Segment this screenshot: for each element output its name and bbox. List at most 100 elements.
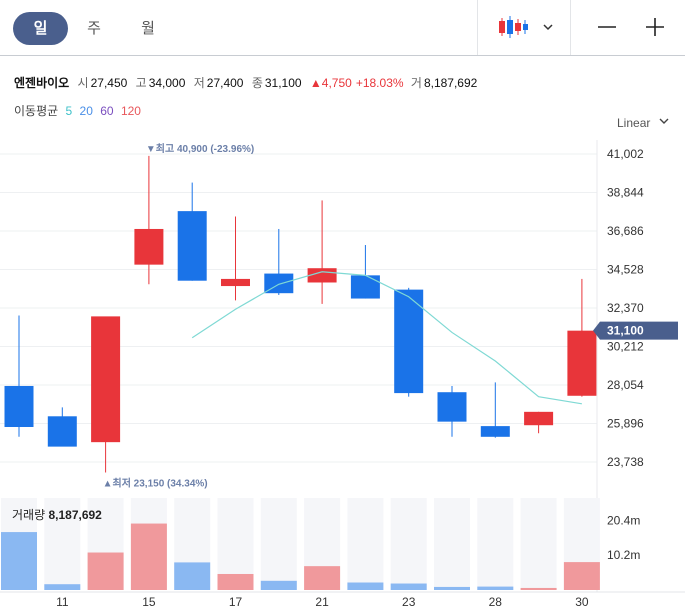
- chart-toolbar: 일 주 월: [0, 0, 685, 56]
- price-tick-label: 34,528: [607, 263, 644, 277]
- volume-title-label: 거래량: [12, 508, 46, 522]
- ma5-line: [191, 271, 582, 405]
- volume-axis: 20.4m 10.2m: [607, 513, 640, 562]
- open-label: 시: [77, 76, 89, 90]
- volume-slot: [434, 498, 470, 590]
- change-percent: +18.03%: [355, 76, 404, 90]
- candle-body: [480, 426, 510, 437]
- volume-bar: [304, 566, 341, 590]
- candle-body: [177, 211, 207, 281]
- chevron-down-icon: [659, 118, 669, 124]
- volume-bar: [44, 584, 81, 590]
- current-price-label: 31,100: [607, 324, 644, 338]
- annotations: 31,100 ▼최고 40,900 (-23.96%) ▲최저 23,150 (34…: [103, 142, 678, 489]
- ma-period-20: 20: [79, 104, 93, 118]
- candlestick-icon: [499, 16, 528, 38]
- price-tick-label: 30,212: [607, 340, 644, 354]
- scale-selector[interactable]: Linear: [617, 116, 670, 130]
- price-tick-label: 32,370: [607, 301, 644, 315]
- volume-slot: [477, 498, 514, 590]
- candle-body: [394, 289, 424, 394]
- candle-body: [567, 330, 597, 396]
- date-tick-label: 30: [575, 595, 589, 609]
- candle-body: [91, 316, 121, 443]
- candle-body: [221, 278, 250, 287]
- volume-value: 8,187,692: [423, 76, 478, 90]
- volume-bar: [434, 586, 470, 590]
- price-tick-label: 41,002: [607, 147, 644, 161]
- ma-label: 이동평균: [14, 104, 59, 118]
- close-label: 종: [251, 76, 263, 90]
- ma5-polyline: [191, 271, 582, 405]
- low-label: 저: [193, 76, 205, 90]
- volume-slot: [390, 498, 427, 590]
- volume-title-value: 8,187,692: [48, 508, 102, 522]
- volume-slot: [44, 498, 81, 590]
- toolbar-divider: [477, 0, 478, 55]
- volume-title: 거래량 8,187,692: [12, 506, 102, 523]
- zoom-out-button[interactable]: [586, 10, 626, 44]
- volume-bar: [520, 587, 557, 590]
- low-value: 27,400: [206, 76, 244, 90]
- close-value: 31,100: [264, 76, 302, 90]
- plus-icon: [646, 18, 664, 36]
- current-price-tag: [593, 321, 678, 340]
- tab-monthly[interactable]: 월: [141, 20, 155, 37]
- date-tick-label: 21: [315, 595, 329, 609]
- ma-period-5: 5: [65, 104, 73, 118]
- date-tick-label: 23: [402, 595, 416, 609]
- candle-body: [437, 392, 467, 422]
- volume-bar: [390, 583, 427, 590]
- high-value: 34,000: [148, 76, 186, 90]
- ma-period-60: 60: [100, 104, 114, 118]
- volume-bar: [563, 562, 600, 590]
- candle-body: [4, 385, 34, 427]
- volume-bar: [1, 532, 37, 590]
- volume-bar: [347, 582, 384, 590]
- price-tick-label: 36,686: [607, 224, 644, 238]
- candle-body: [524, 411, 554, 426]
- volume-bar: [260, 580, 297, 590]
- zoom-in-button[interactable]: [635, 10, 675, 44]
- volume-bars: [1, 523, 600, 590]
- date-tick-label: 15: [142, 595, 156, 609]
- volume-bar: [174, 562, 211, 590]
- price-tick-label: 23,738: [607, 455, 644, 469]
- volume-bar: [217, 573, 254, 590]
- volume-slot: [260, 498, 297, 590]
- volume-slot: [520, 498, 557, 590]
- tab-weekly[interactable]: 주: [87, 20, 101, 37]
- candle-body: [350, 275, 380, 299]
- volume-label: 거: [410, 76, 422, 90]
- min-price-annotation: ▲최저 23,150 (34.34%): [103, 476, 208, 489]
- volume-bar: [477, 586, 514, 590]
- max-price-annotation: ▼최고 40,900 (-23.96%): [146, 142, 254, 155]
- chevron-down-icon: [543, 24, 553, 31]
- date-axis: 11 15 17 21 23 28 30: [56, 595, 589, 609]
- volume-bar: [130, 523, 167, 590]
- volume-tick-label: 10.2m: [607, 548, 640, 562]
- moving-average-legend: 이동평균 5 20 60 120: [14, 102, 145, 119]
- chart-type-button[interactable]: [493, 10, 565, 44]
- date-tick-label: 28: [489, 595, 503, 609]
- price-tick-label: 25,896: [607, 417, 644, 431]
- stock-name: 엔젠바이오: [14, 76, 70, 90]
- date-tick-label: 17: [229, 595, 243, 609]
- toolbar-divider: [570, 0, 571, 55]
- minus-icon: [598, 26, 616, 28]
- price-grid: [0, 140, 598, 592]
- tab-daily[interactable]: 일: [13, 12, 68, 45]
- price-summary: 엔젠바이오 시 27,450 고 34,000 저 27,400 종 31,100 ▲4…: [14, 74, 482, 91]
- ma-period-120: 120: [120, 104, 141, 118]
- price-tick-label: 38,844: [607, 186, 644, 200]
- volume-bar: [87, 552, 124, 590]
- candle-body: [134, 228, 164, 265]
- high-label: 고: [135, 76, 147, 90]
- candles: [4, 155, 597, 473]
- scale-label: Linear: [617, 116, 651, 130]
- price-axis: 41,002 38,844 36,686 34,528 32,370 30,212 28,0…: [607, 147, 644, 469]
- date-tick-label: 11: [56, 595, 69, 609]
- open-value: 27,450: [90, 76, 128, 90]
- volume-slot: [347, 498, 384, 590]
